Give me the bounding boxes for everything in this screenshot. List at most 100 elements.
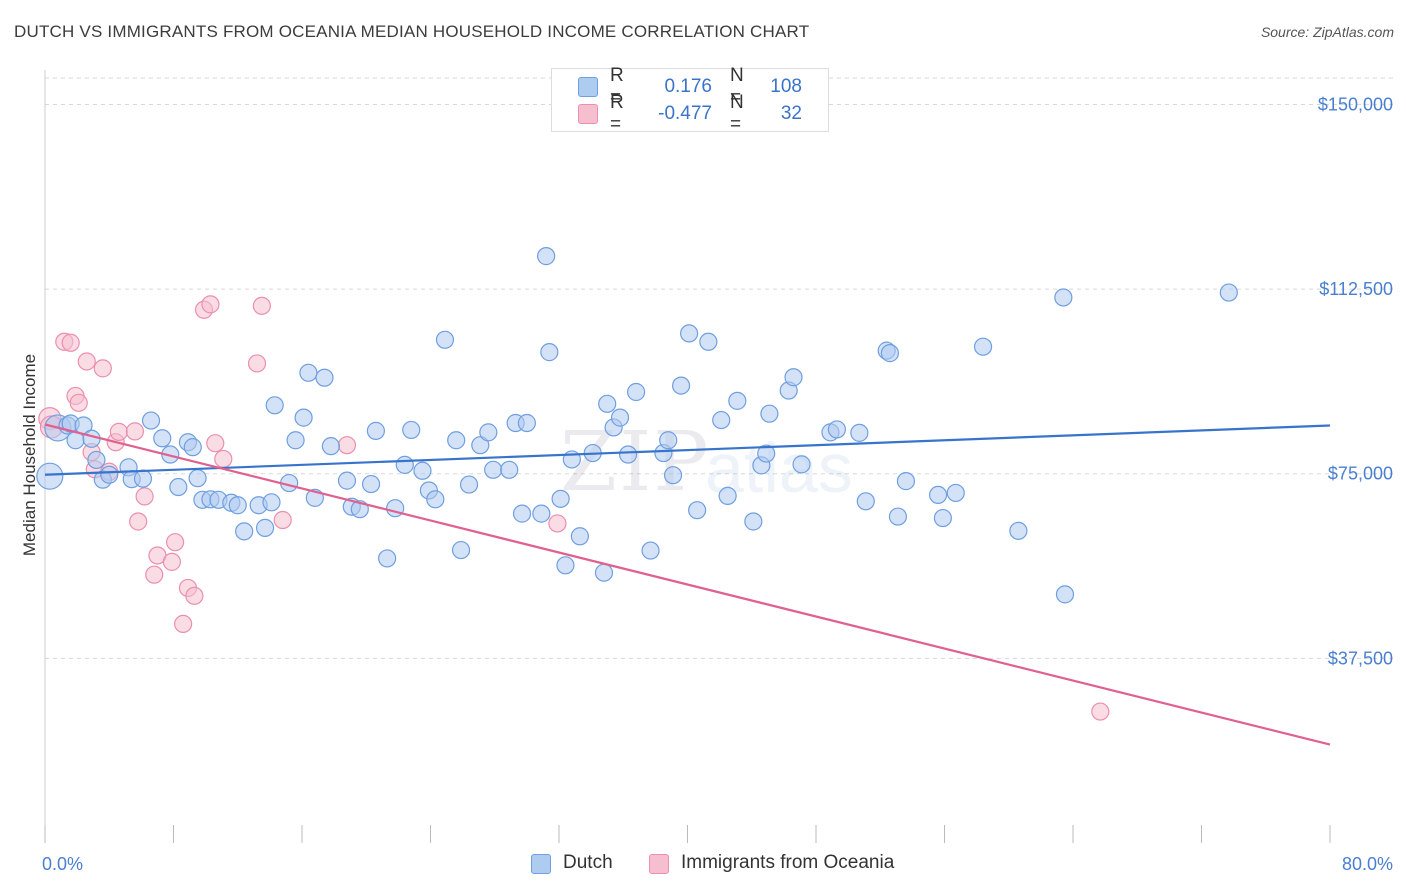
dutch-point	[618, 445, 638, 464]
dutch-point	[321, 437, 341, 456]
oceania-point	[77, 352, 96, 371]
dutch-point	[928, 485, 948, 505]
dutch-point	[540, 343, 559, 362]
oceania-point	[548, 514, 567, 533]
oceania-point	[337, 436, 357, 455]
oceania-point	[185, 586, 204, 605]
legend-label-dutch: Dutch	[563, 852, 613, 873]
dutch-point	[1055, 585, 1075, 604]
y-tick-label: $112,500	[1319, 279, 1393, 299]
axes	[44, 70, 1331, 843]
dutch-point	[757, 444, 776, 463]
dutch-point	[792, 455, 811, 474]
dutch-point	[235, 522, 254, 541]
dutch-point	[850, 423, 869, 442]
dutch-point	[141, 411, 161, 430]
y-tick-labels: $37,500 $75,000 $112,500 $150,000	[1318, 94, 1393, 668]
dutch-point	[659, 431, 678, 450]
chart-title: DUTCH VS IMMIGRANTS FROM OCEANIA MEDIAN …	[14, 22, 810, 41]
dutch-point	[856, 492, 875, 511]
dutch-point	[973, 337, 993, 356]
dutch-swatch	[531, 854, 551, 874]
r-value: -0.477	[658, 103, 712, 124]
oceania-point	[206, 434, 225, 453]
dutch-point	[537, 247, 556, 266]
x-tick-label: 0.0%	[42, 854, 83, 874]
dutch-point	[188, 469, 207, 488]
dutch-point	[36, 462, 64, 490]
oceania-swatch	[649, 854, 669, 874]
oceania-point	[273, 510, 292, 530]
oceania-point	[166, 533, 185, 552]
dutch-point	[888, 507, 908, 526]
dutch-point	[626, 382, 646, 402]
dutch-point	[1009, 521, 1028, 540]
dutch-point	[1219, 283, 1238, 302]
n-label: N =	[730, 92, 744, 135]
oceania-point	[162, 552, 181, 571]
dutch-point	[688, 501, 707, 520]
r-label: R =	[610, 65, 624, 108]
dutch-point	[598, 394, 617, 413]
dutch-point	[228, 496, 247, 515]
dutch-point	[471, 436, 490, 455]
chart-source: Source: ZipAtlas.com	[1260, 24, 1394, 40]
dutch-point	[378, 549, 397, 568]
trend-lines	[44, 423, 1331, 746]
n-label: N =	[730, 65, 744, 108]
dutch-point	[395, 455, 414, 474]
dutch-point	[760, 404, 779, 423]
dutch-point	[728, 391, 747, 410]
dutch-point	[265, 396, 284, 415]
oceania-point	[201, 295, 220, 314]
dutch-point	[610, 408, 630, 427]
dutch-point	[556, 556, 575, 575]
dutch-point	[512, 504, 532, 523]
oceania-point	[135, 487, 154, 506]
dutch-point	[294, 408, 313, 427]
dutch-point	[100, 465, 119, 484]
dutch-point	[299, 363, 318, 382]
dutch-point	[426, 490, 445, 509]
dutch-point	[500, 460, 519, 479]
dutch-point	[551, 489, 570, 508]
dutch-point	[366, 421, 385, 440]
dutch-point	[337, 471, 357, 490]
dutch-point	[570, 527, 589, 546]
dutch-point	[744, 512, 763, 531]
dutch-point	[479, 423, 498, 442]
dutch-point	[262, 493, 281, 512]
dutch-trend-line	[44, 424, 1331, 476]
dutch-point	[532, 504, 551, 523]
oceania-point	[174, 614, 193, 634]
n-value: 108	[770, 76, 802, 97]
dutch-point	[315, 368, 334, 387]
oceania-point	[1091, 702, 1110, 721]
dutch-point	[413, 461, 432, 480]
dutch-point	[880, 344, 899, 363]
dutch-point	[255, 518, 275, 537]
legend-label-oceania: Immigrants from Oceania	[681, 852, 895, 873]
dutch-point	[663, 466, 683, 485]
y-tick-label: $75,000	[1328, 464, 1393, 484]
correlation-legend: R = 0.176 N = 108 R = -0.477 N = 32	[551, 65, 829, 135]
oceania-point	[69, 393, 88, 412]
dutch-point	[447, 431, 466, 450]
dutch-point	[517, 413, 536, 433]
dutch-swatch	[578, 77, 598, 97]
y-axis-label: Median Household Income	[20, 354, 39, 556]
dutch-point	[933, 508, 952, 528]
oceania-point	[61, 333, 80, 352]
oceania-trend-line	[44, 423, 1331, 746]
r-label: R =	[610, 92, 624, 135]
dutch-point	[153, 429, 172, 448]
oceania-point	[247, 354, 267, 373]
y-tick-label: $37,500	[1328, 648, 1393, 668]
oceania-point	[93, 359, 112, 378]
dutch-point	[1054, 288, 1073, 307]
n-value: 32	[780, 103, 802, 124]
dutch-point	[699, 332, 718, 351]
r-value: 0.176	[664, 76, 712, 97]
dutch-point	[286, 431, 305, 450]
